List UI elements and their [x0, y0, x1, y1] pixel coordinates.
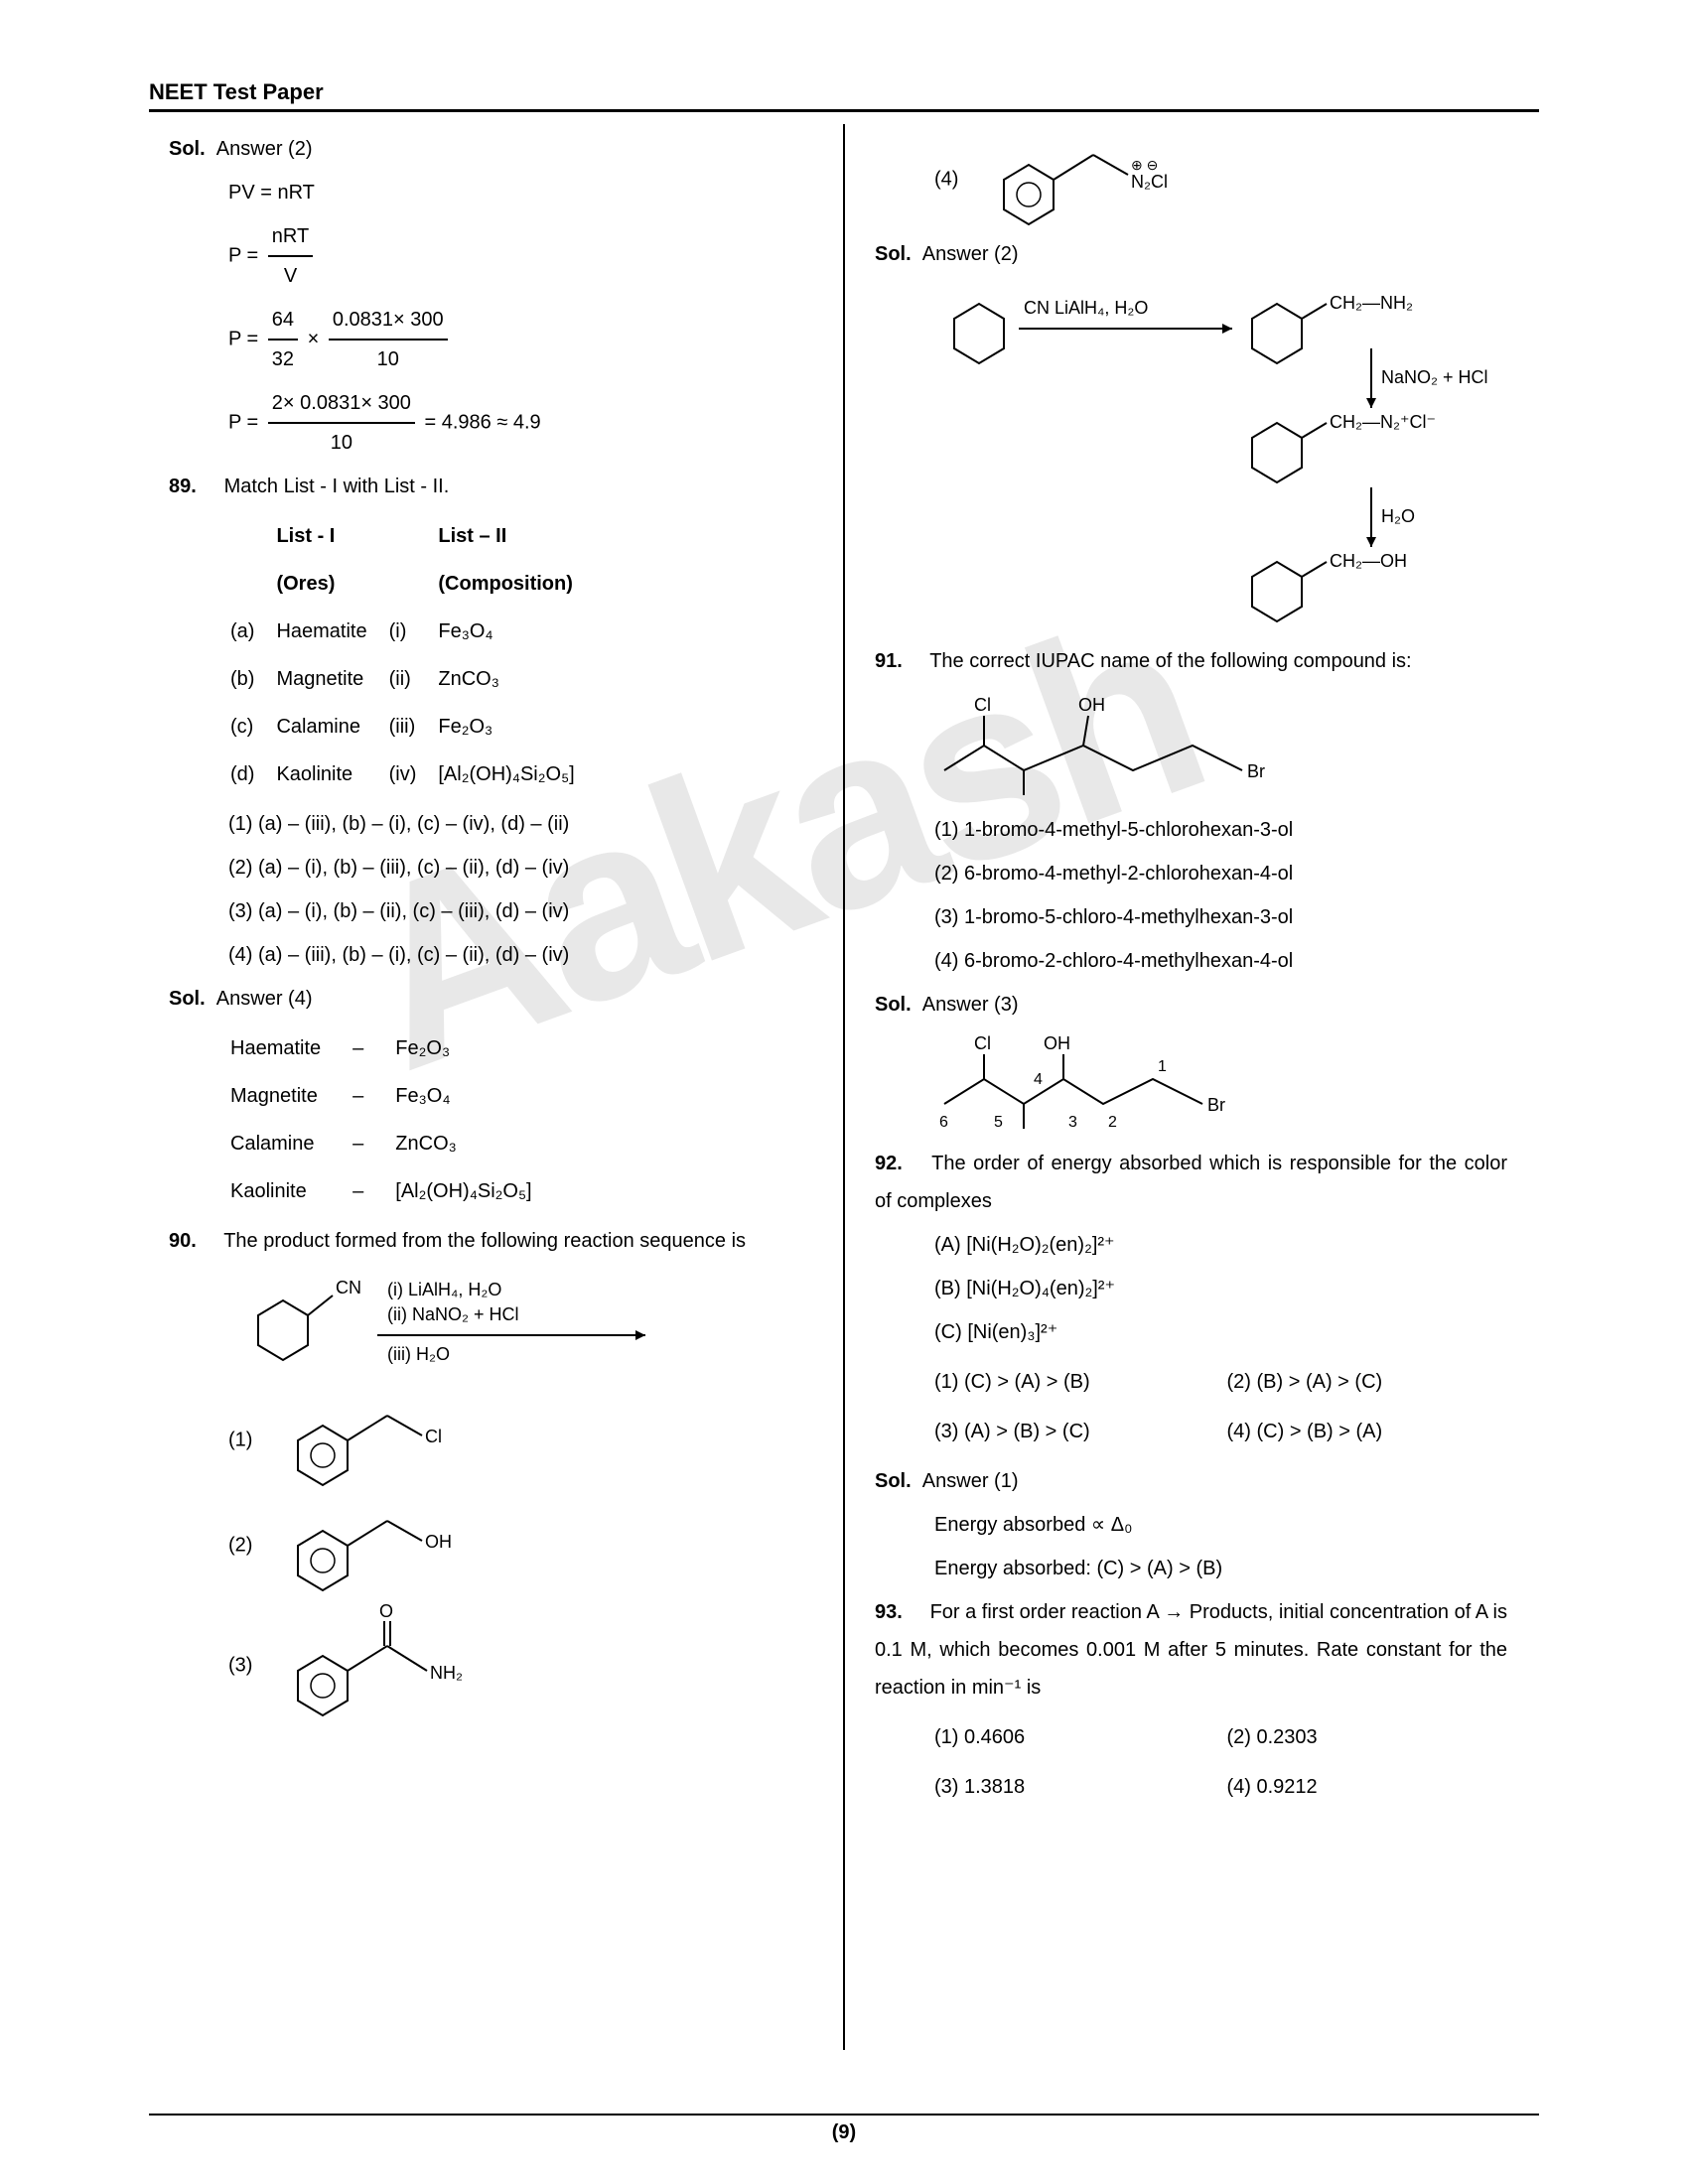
- q92-a: (A) [Ni(H₂O)₂(en)₂]²⁺: [934, 1226, 1519, 1264]
- svg-text:Cl: Cl: [425, 1427, 442, 1446]
- q90: 90. The product formed from the followin…: [169, 1222, 813, 1260]
- q90-sol-scheme: CN LiAlH₄, H₂O CH₂—NH₂ NaNO₂ + HCl CH₂—N…: [934, 279, 1490, 636]
- svg-text:1: 1: [1158, 1058, 1167, 1075]
- svg-text:6: 6: [939, 1114, 948, 1131]
- sol-label: Sol.: [169, 138, 206, 160]
- q92-b: (B) [Ni(H₂O)₄(en)₂]²⁺: [934, 1270, 1519, 1307]
- q92-c: (C) [Ni(en)₃]²⁺: [934, 1313, 1519, 1351]
- eqn-pv-nrt: PV = nRT: [228, 174, 813, 211]
- svg-text:3: 3: [1068, 1114, 1077, 1131]
- q89-opt1: (1) (a) – (iii), (b) – (i), (c) – (iv), …: [228, 805, 813, 843]
- q93-opt4: (4) 0.9212: [1227, 1768, 1520, 1806]
- svg-text:2: 2: [1108, 1114, 1117, 1131]
- q92-sol-l1: Energy absorbed ∝ Δ₀: [934, 1506, 1519, 1544]
- svg-text:Br: Br: [1247, 761, 1265, 781]
- q92-opt4: (4) (C) > (B) > (A): [1227, 1413, 1520, 1450]
- q89-opt4: (4) (a) – (iii), (b) – (i), (c) – (ii), …: [228, 936, 813, 974]
- q90-reaction-scheme: CN (i) LiAlH₄, H₂O (ii) NaNO₂ + HCl (iii…: [228, 1266, 705, 1385]
- svg-text:O: O: [379, 1601, 393, 1621]
- eqn-p-result: P = 2× 0.0831× 30010 = 4.986 ≈ 4.9: [228, 384, 813, 462]
- q92-opt1: (1) (C) > (A) > (B): [934, 1363, 1227, 1401]
- svg-text:CH₂—OH: CH₂—OH: [1330, 551, 1407, 571]
- q91-opt4: (4) 6-bromo-2-chloro-4-methylhexan-4-ol: [934, 942, 1519, 980]
- q91-opt2: (2) 6-bromo-4-methyl-2-chlorohexan-4-ol: [934, 855, 1519, 892]
- q93-opt1: (1) 0.4606: [934, 1718, 1227, 1756]
- q89-sol-table: Haematite–Fe₂O₃ Magnetite–Fe₃O₄ Calamine…: [228, 1024, 564, 1216]
- q89-sol-answer: Answer (4): [216, 988, 313, 1010]
- sol-label: Sol.: [875, 1470, 912, 1492]
- svg-text:Cl: Cl: [974, 1033, 991, 1053]
- svg-text:Br: Br: [1207, 1095, 1225, 1115]
- right-column: (4) ⊕ ⊖ N₂Cl Sol. Answer (2): [845, 124, 1539, 2050]
- sol-label: Sol.: [169, 988, 206, 1010]
- svg-text:Cl: Cl: [974, 695, 991, 715]
- q90-sol-answer: Answer (2): [922, 243, 1019, 265]
- svg-text:OH: OH: [425, 1532, 452, 1552]
- q91: 91. The correct IUPAC name of the follow…: [875, 642, 1519, 680]
- svg-text:CN: CN: [336, 1278, 361, 1297]
- left-column: Sol. Answer (2) PV = nRT P = nRTV P = 64…: [149, 124, 845, 2050]
- q90-opt2: (2) OH: [228, 1496, 813, 1595]
- svg-text:CH₂—N₂⁺Cl⁻: CH₂—N₂⁺Cl⁻: [1330, 412, 1436, 432]
- svg-text:NaNO₂ + HCl: NaNO₂ + HCl: [1381, 367, 1488, 387]
- svg-text:OH: OH: [1044, 1033, 1070, 1053]
- page-footer: (9): [149, 2114, 1539, 2144]
- q89-lists: List - IList – II (Ores)(Composition) (a…: [228, 511, 597, 799]
- svg-text:CN LiAlH₄, H₂O: CN LiAlH₄, H₂O: [1024, 298, 1148, 318]
- svg-text:NH₂: NH₂: [430, 1663, 463, 1683]
- q93-opt3: (3) 1.3818: [934, 1768, 1227, 1806]
- page-header: NEET Test Paper: [149, 79, 1539, 112]
- svg-text:OH: OH: [1078, 695, 1105, 715]
- eqn-p-sub1: P = 6432 × 0.0831× 30010: [228, 301, 813, 378]
- svg-text:(i) LiAlH₄, H₂O: (i) LiAlH₄, H₂O: [387, 1280, 501, 1299]
- svg-text:⊕ ⊖: ⊕ ⊖: [1131, 157, 1158, 173]
- svg-text:N₂Cl: N₂Cl: [1131, 172, 1168, 192]
- q92-opt3: (3) (A) > (B) > (C): [934, 1413, 1227, 1450]
- q90-opt3: (3) O NH₂: [228, 1601, 813, 1730]
- q92-opt2: (2) (B) > (A) > (C): [1227, 1363, 1520, 1401]
- svg-text:H₂O: H₂O: [1381, 506, 1415, 526]
- q89-opt2: (2) (a) – (i), (b) – (iii), (c) – (ii), …: [228, 849, 813, 887]
- q93: 93. For a first order reaction A → Produ…: [875, 1593, 1519, 1706]
- svg-text:(ii) NaNO₂ + HCl: (ii) NaNO₂ + HCl: [387, 1304, 519, 1324]
- svg-text:CH₂—NH₂: CH₂—NH₂: [1330, 293, 1413, 313]
- q89-opt3: (3) (a) – (i), (b) – (ii), (c) – (iii), …: [228, 892, 813, 930]
- svg-text:4: 4: [1034, 1071, 1043, 1088]
- svg-text:(iii) H₂O: (iii) H₂O: [387, 1344, 450, 1364]
- q91-opt1: (1) 1-bromo-4-methyl-5-chlorohexan-3-ol: [934, 811, 1519, 849]
- q92-sol-l2: Energy absorbed: (C) > (A) > (B): [934, 1550, 1519, 1587]
- q92-sol-answer: Answer (1): [922, 1470, 1019, 1492]
- q90-opt4: (4) ⊕ ⊖ N₂Cl: [934, 130, 1519, 229]
- q92: 92. The order of energy absorbed which i…: [875, 1145, 1519, 1220]
- q89: 89. Match List - I with List - II.: [169, 468, 813, 505]
- sol-label: Sol.: [875, 994, 912, 1016]
- q91-sol-structure: Cl OH Br 6 5 4 3 2 1: [934, 1029, 1292, 1139]
- q91-structure: Cl OH Br: [934, 686, 1332, 805]
- q93-opt2: (2) 0.2303: [1227, 1718, 1520, 1756]
- q91-opt3: (3) 1-bromo-5-chloro-4-methylhexan-3-ol: [934, 898, 1519, 936]
- svg-text:5: 5: [994, 1114, 1003, 1131]
- sol-label: Sol.: [875, 243, 912, 265]
- eqn-p-nrt-v: P = nRTV: [228, 217, 813, 295]
- sol88-answer: Answer (2): [216, 138, 313, 160]
- q91-sol-answer: Answer (3): [922, 994, 1019, 1016]
- q90-opt1: (1) Cl: [228, 1391, 813, 1490]
